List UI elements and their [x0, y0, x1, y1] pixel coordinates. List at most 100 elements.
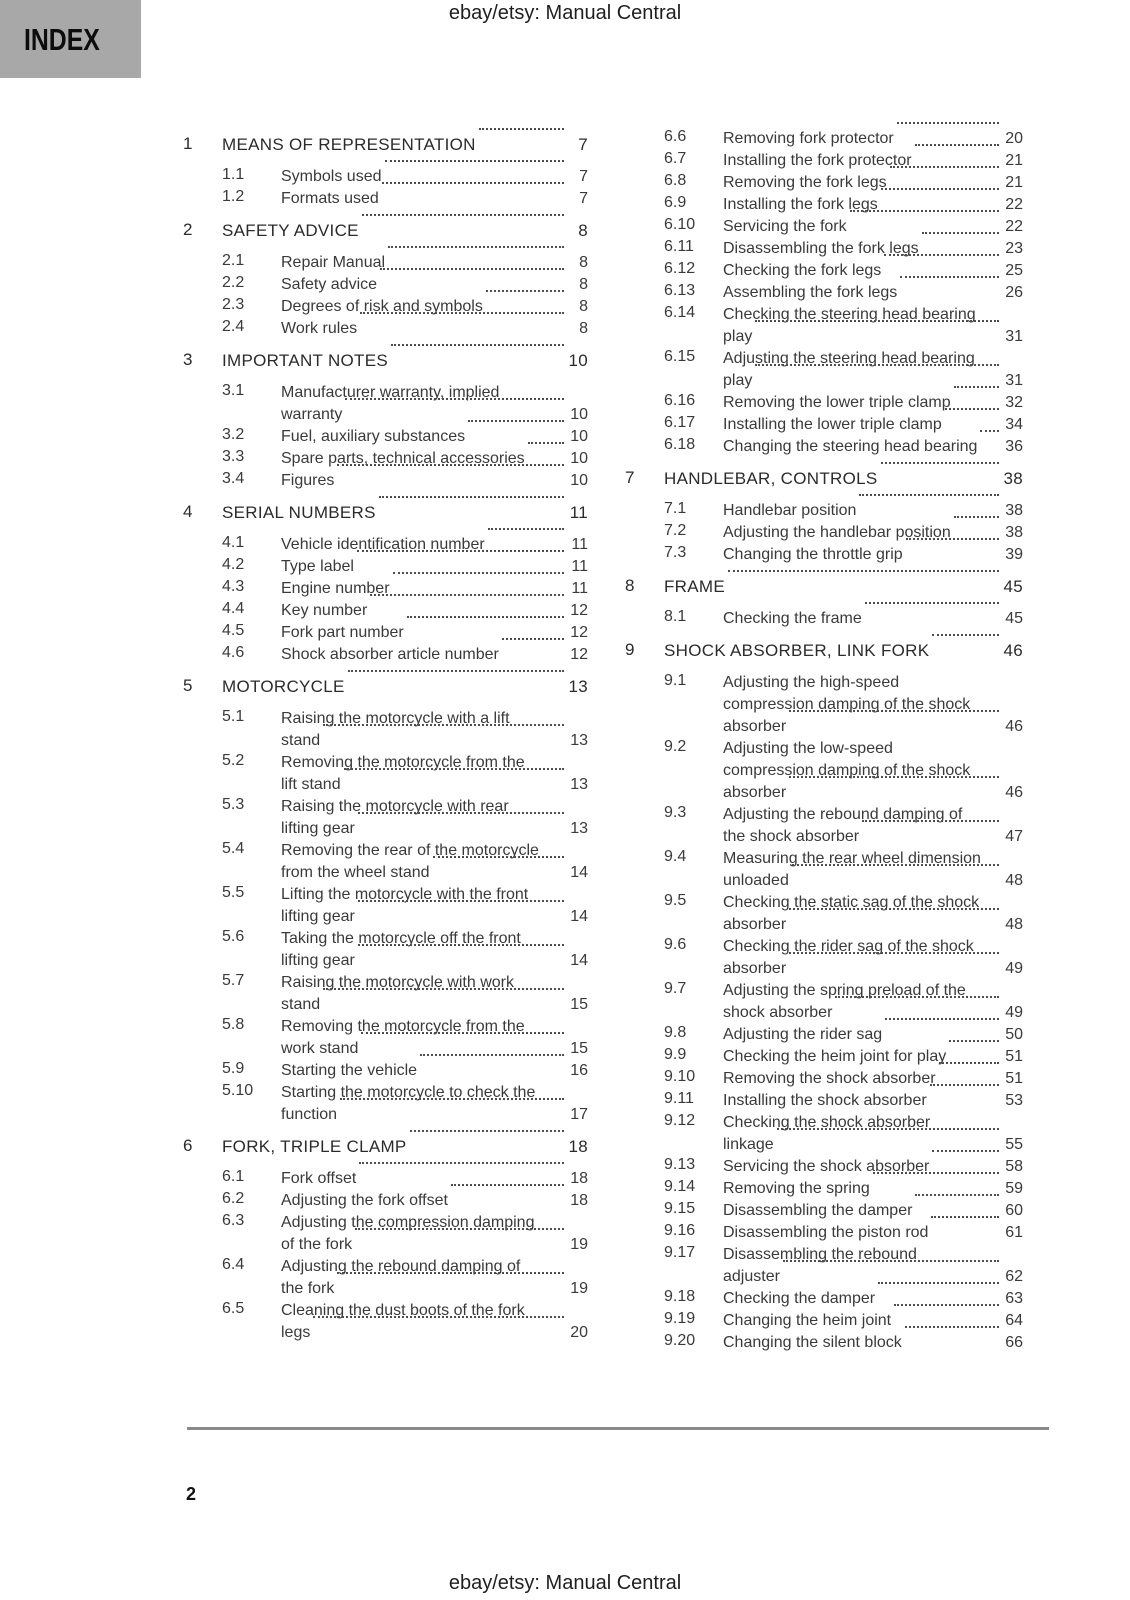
- toc-entry-title-text: Disassembling the fork legs: [723, 240, 919, 257]
- toc-subsection-entry[interactable]: 5.6 Taking the motorcycle off the front li…: [183, 928, 588, 972]
- toc-subsection-entry[interactable]: 9.15 Disassembling the damper 60: [625, 1194, 1023, 1222]
- toc-subsection-entry[interactable]: 4.5 Fork part number 12: [183, 616, 588, 644]
- toc-subsection-entry[interactable]: 9.4 Measuring the rear wheel dimension unl…: [625, 848, 1023, 892]
- toc-entry-number: 6.18: [664, 436, 696, 453]
- toc-subsection-entry[interactable]: 4.6 Shock absorber article number 12: [183, 638, 588, 666]
- toc-subsection-entry[interactable]: 5.4 Removing the rear of the motorcycle fr…: [183, 840, 588, 884]
- toc-section-entry[interactable]: 8 FRAME 45: [625, 570, 1023, 598]
- toc-entry-page: 11: [571, 580, 588, 597]
- toc-entry-title-text: Installing the fork legs: [723, 196, 878, 213]
- toc-section-entry[interactable]: 2 SAFETY ADVICE 8: [183, 214, 588, 242]
- toc-subsection-entry[interactable]: 2.2 Safety advice 8: [183, 268, 588, 296]
- toc-subsection-entry[interactable]: 6.17 Installing the lower triple clamp 34: [625, 408, 1023, 436]
- toc-subsection-entry[interactable]: 6.8 Removing the fork legs 21: [625, 166, 1023, 194]
- toc-subsection-entry[interactable]: 9.13 Servicing the shock absorber 58: [625, 1150, 1023, 1178]
- toc-section-entry[interactable]: 9 SHOCK ABSORBER, LINK FORK 46: [625, 634, 1023, 662]
- toc-entry-page: 32: [1005, 394, 1023, 411]
- toc-entry-page: 10: [570, 428, 588, 445]
- toc-entry-title: Installing the fork legs 22: [723, 188, 1023, 216]
- toc-subsection-entry[interactable]: 9.2 Adjusting the low-speed compression da…: [625, 738, 1023, 804]
- toc-subsection-entry[interactable]: 2.1 Repair Manual 8: [183, 246, 588, 274]
- toc-subsection-entry[interactable]: 1.1 Symbols used 7: [183, 160, 588, 188]
- toc-subsection-entry[interactable]: 1.2 Formats used 7: [183, 182, 588, 210]
- toc-subsection-entry[interactable]: 6.3 Adjusting the compression damping of t…: [183, 1212, 588, 1256]
- toc-subsection-entry[interactable]: 5.5 Lifting the motorcycle with the front…: [183, 884, 588, 928]
- toc-section-entry[interactable]: 5 MOTORCYCLE 13: [183, 670, 588, 698]
- toc-subsection-entry[interactable]: 8.1 Checking the frame 45: [625, 602, 1023, 630]
- toc-entry-title-text: FORK, TRIPLE CLAMP: [222, 1137, 407, 1156]
- toc-subsection-entry[interactable]: 5.8 Removing the motorcycle from the work …: [183, 1016, 588, 1060]
- toc-section-entry[interactable]: 7 HANDLEBAR, CONTROLS 38: [625, 462, 1023, 490]
- toc-subsection-entry[interactable]: 6.1 Fork offset 18: [183, 1162, 588, 1190]
- toc-subsection-entry[interactable]: 6.12 Checking the fork legs 25: [625, 254, 1023, 282]
- toc-subsection-entry[interactable]: 6.13 Assembling the fork legs 26: [625, 276, 1023, 304]
- toc-entry-page: 10: [570, 472, 588, 489]
- toc-subsection-entry[interactable]: 7.3 Changing the throttle grip 39: [625, 538, 1023, 566]
- toc-entry-page: 19: [570, 1280, 588, 1297]
- toc-entry-title: Assembling the fork legs 26: [723, 276, 1023, 304]
- toc-subsection-entry[interactable]: 9.12 Checking the shock absorber linkage 55: [625, 1112, 1023, 1156]
- toc-subsection-entry[interactable]: 6.9 Installing the fork legs 22: [625, 188, 1023, 216]
- toc-entry-page: 63: [1005, 1290, 1023, 1307]
- toc-subsection-entry[interactable]: 5.7 Raising the motorcycle with work stand…: [183, 972, 588, 1016]
- toc-subsection-entry[interactable]: 4.4 Key number 12: [183, 594, 588, 622]
- toc-subsection-entry[interactable]: 5.10 Starting the motorcycle to check the…: [183, 1082, 588, 1126]
- toc-subsection-entry[interactable]: 9.6 Checking the rider sag of the shock ab…: [625, 936, 1023, 980]
- toc-subsection-entry[interactable]: 4.1 Vehicle identification number 11: [183, 528, 588, 556]
- toc-subsection-entry[interactable]: 6.10 Servicing the fork 22: [625, 210, 1023, 238]
- toc-subsection-entry[interactable]: 6.4 Adjusting the rebound damping of the f…: [183, 1256, 588, 1300]
- toc-subsection-entry[interactable]: 5.3 Raising the motorcycle with rear lifti…: [183, 796, 588, 840]
- toc-entry-page: 14: [570, 908, 588, 925]
- toc-subsection-entry[interactable]: 6.14 Checking the steering head bearing pl…: [625, 304, 1023, 348]
- toc-subsection-entry[interactable]: 9.17 Disassembling the rebound adjuster 62: [625, 1244, 1023, 1288]
- toc-entry-title-text: Vehicle identification number: [281, 536, 485, 553]
- toc-subsection-entry[interactable]: 4.2 Type label 11: [183, 550, 588, 578]
- toc-subsection-entry[interactable]: 9.3 Adjusting the rebound damping of the s…: [625, 804, 1023, 848]
- toc-subsection-entry[interactable]: 6.6 Removing fork protector 20: [625, 122, 1023, 150]
- toc-subsection-entry[interactable]: 5.9 Starting the vehicle 16: [183, 1054, 588, 1082]
- toc-subsection-entry[interactable]: 7.1 Handlebar position 38: [625, 494, 1023, 522]
- toc-subsection-entry[interactable]: 7.2 Adjusting the handlebar position 38: [625, 516, 1023, 544]
- toc-subsection-entry[interactable]: 9.20 Changing the silent block 66: [625, 1326, 1023, 1354]
- toc-subsection-entry[interactable]: 9.11 Installing the shock absorber 53: [625, 1084, 1023, 1112]
- toc-subsection-entry[interactable]: 9.5 Checking the static sag of the shock a…: [625, 892, 1023, 936]
- toc-subsection-entry[interactable]: 3.4 Figures 10: [183, 464, 588, 492]
- toc-entry-number: 6.2: [222, 1190, 245, 1207]
- toc-subsection-entry[interactable]: 6.7 Installing the fork protector 21: [625, 144, 1023, 172]
- toc-subsection-entry[interactable]: 9.19 Changing the heim joint 64: [625, 1304, 1023, 1332]
- toc-subsection-entry[interactable]: 9.10 Removing the shock absorber 51: [625, 1062, 1023, 1090]
- toc-subsection-entry[interactable]: 6.15 Adjusting the steering head bearing p…: [625, 348, 1023, 392]
- toc-subsection-entry[interactable]: 6.11 Disassembling the fork legs 23: [625, 232, 1023, 260]
- toc-subsection-entry[interactable]: 6.18 Changing the steering head bearing 36: [625, 430, 1023, 458]
- toc-subsection-entry[interactable]: 9.14 Removing the spring 59: [625, 1172, 1023, 1200]
- toc-entry-page: 13: [570, 776, 588, 793]
- toc-section-entry[interactable]: 4 SERIAL NUMBERS 11: [183, 496, 588, 524]
- toc-entry-page: 20: [1005, 130, 1023, 147]
- toc-entry-page: 38: [1003, 469, 1023, 488]
- toc-subsection-entry[interactable]: 9.18 Checking the damper 63: [625, 1282, 1023, 1310]
- toc-subsection-entry[interactable]: 6.5 Cleaning the dust boots of the fork le…: [183, 1300, 588, 1344]
- toc-subsection-entry[interactable]: 3.2 Fuel, auxiliary substances 10: [183, 420, 588, 448]
- toc-subsection-entry[interactable]: 4.3 Engine number 11: [183, 572, 588, 600]
- toc-section-entry[interactable]: 1 MEANS OF REPRESENTATION 7: [183, 128, 588, 156]
- toc-section-entry[interactable]: 3 IMPORTANT NOTES 10: [183, 344, 588, 372]
- toc-entry-number: 5.4: [222, 840, 245, 857]
- toc-subsection-entry[interactable]: 9.16 Disassembling the piston rod 61: [625, 1216, 1023, 1244]
- toc-subsection-entry[interactable]: 9.8 Adjusting the rider sag 50: [625, 1018, 1023, 1046]
- toc-subsection-entry[interactable]: 3.3 Spare parts, technical accessories 10: [183, 442, 588, 470]
- toc-subsection-entry[interactable]: 5.1 Raising the motorcycle with a lift sta…: [183, 708, 588, 752]
- toc-subsection-entry[interactable]: 6.16 Removing the lower triple clamp 32: [625, 386, 1023, 414]
- toc-section-entry[interactable]: 6 FORK, TRIPLE CLAMP 18: [183, 1130, 588, 1158]
- toc-subsection-entry[interactable]: 9.7 Adjusting the spring preload of the sh…: [625, 980, 1023, 1024]
- toc-subsection-entry[interactable]: 2.4 Work rules 8: [183, 312, 588, 340]
- toc-subsection-entry[interactable]: 5.2 Removing the motorcycle from the lift …: [183, 752, 588, 796]
- toc-entry-title: Figures 10: [281, 464, 588, 492]
- toc-entry-page: 10: [570, 450, 588, 467]
- toc-subsection-entry[interactable]: 2.3 Degrees of risk and symbols 8: [183, 290, 588, 318]
- toc-subsection-entry[interactable]: 9.1 Adjusting the high-speed compression d…: [625, 672, 1023, 738]
- toc-entry-title-text: MOTORCYCLE: [222, 677, 345, 696]
- toc-subsection-entry[interactable]: 6.2 Adjusting the fork offset 18: [183, 1184, 588, 1212]
- toc-subsection-entry[interactable]: 9.9 Checking the heim joint for play 51: [625, 1040, 1023, 1068]
- toc-subsection-entry[interactable]: 3.1 Manufacturer warranty, implied warrant…: [183, 382, 588, 426]
- toc-entry-title: SHOCK ABSORBER, LINK FORK 46: [664, 634, 1023, 662]
